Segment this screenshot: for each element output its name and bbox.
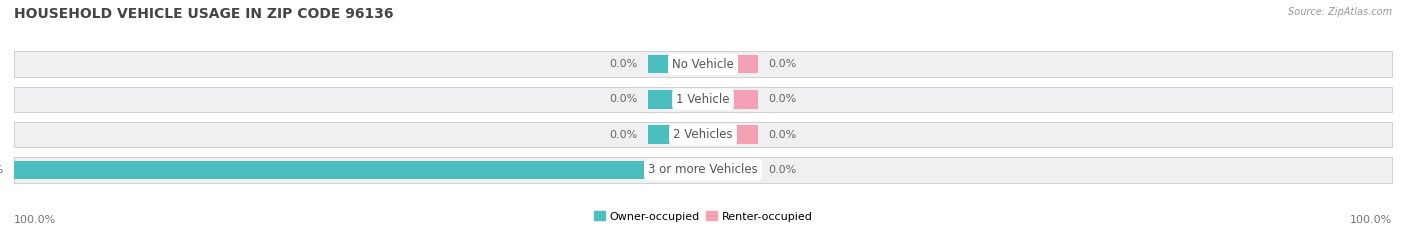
Bar xyxy=(648,125,703,144)
Text: 0.0%: 0.0% xyxy=(769,59,797,69)
Text: HOUSEHOLD VEHICLE USAGE IN ZIP CODE 96136: HOUSEHOLD VEHICLE USAGE IN ZIP CODE 9613… xyxy=(14,7,394,21)
Text: 3 or more Vehicles: 3 or more Vehicles xyxy=(648,163,758,176)
Text: 0.0%: 0.0% xyxy=(769,94,797,104)
Text: 0.0%: 0.0% xyxy=(609,59,637,69)
Bar xyxy=(14,161,703,179)
Text: No Vehicle: No Vehicle xyxy=(672,58,734,71)
Bar xyxy=(703,161,758,179)
Bar xyxy=(703,125,758,144)
Legend: Owner-occupied, Renter-occupied: Owner-occupied, Renter-occupied xyxy=(589,207,817,226)
Text: Source: ZipAtlas.com: Source: ZipAtlas.com xyxy=(1288,7,1392,17)
Text: 0.0%: 0.0% xyxy=(609,94,637,104)
Text: 0.0%: 0.0% xyxy=(769,130,797,140)
Bar xyxy=(648,90,703,109)
Text: 100.0%: 100.0% xyxy=(14,215,56,225)
Text: 100.0%: 100.0% xyxy=(1350,215,1392,225)
Bar xyxy=(703,55,758,73)
Text: 0.0%: 0.0% xyxy=(769,165,797,175)
Bar xyxy=(703,90,758,109)
Bar xyxy=(648,55,703,73)
Text: 1 Vehicle: 1 Vehicle xyxy=(676,93,730,106)
Text: 2 Vehicles: 2 Vehicles xyxy=(673,128,733,141)
Text: 0.0%: 0.0% xyxy=(609,130,637,140)
Text: 100.0%: 100.0% xyxy=(0,165,4,175)
